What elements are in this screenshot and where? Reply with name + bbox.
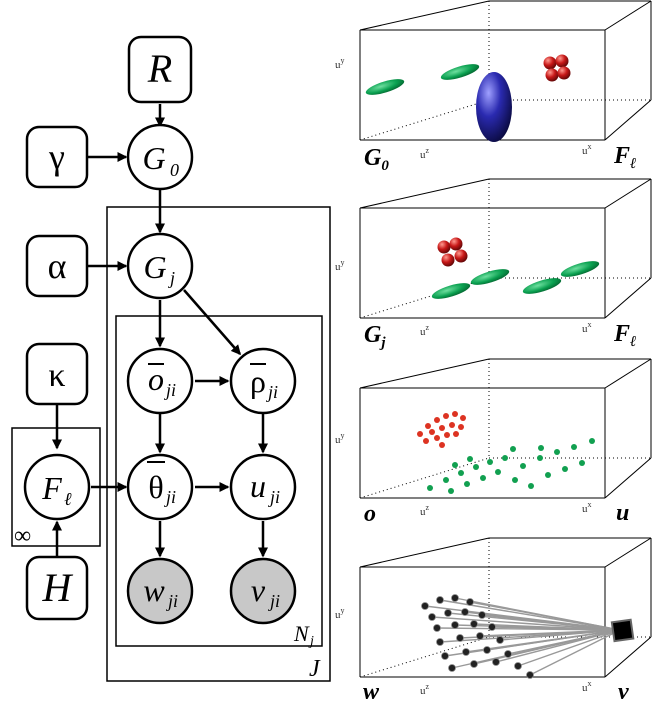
node-w-circle [126, 557, 194, 625]
green-ellipse [560, 261, 600, 277]
node-u-label: u [250, 468, 266, 504]
edges [52, 104, 268, 558]
red-sphere [449, 237, 463, 251]
node-G0-label: G [142, 140, 165, 176]
panel-3-axis-x: ux [582, 500, 592, 515]
plate-J [106, 206, 331, 682]
panel-3-corner-right: u [616, 500, 629, 526]
node-o-sub: ji [164, 380, 176, 400]
panel-3-corner-left: o [364, 501, 376, 527]
panel-2-axis-x: ux [582, 320, 592, 335]
blue-ellipsoid [476, 72, 512, 142]
node-R-label: R [147, 46, 172, 91]
panel-1-corner-right: Fℓ [613, 143, 636, 172]
node-gamma-label: γ [48, 137, 65, 177]
panel-4-axis-x: ux [582, 679, 592, 694]
red-sphere [454, 249, 468, 263]
panel-3-box [359, 358, 652, 499]
node-rho-sub: ji [266, 382, 278, 402]
panel-1: uy uz ux G0 Fℓ [335, 0, 652, 174]
node-v-sub: ji [268, 591, 280, 611]
panel-2-axis-y: uy [335, 258, 345, 273]
node-o-circle [126, 347, 194, 415]
node-theta-circle [126, 453, 194, 521]
green-ellipse [431, 283, 471, 299]
node-kappa-label: κ [48, 357, 65, 394]
graphical-model: R γ α κ H G 0 G j o ji ρ ji F ℓ θ ji u j… [11, 35, 331, 682]
camera-icon [610, 618, 635, 643]
node-w-sub: ji [166, 591, 178, 611]
red-sphere [437, 240, 451, 254]
node-kappa-box [25, 342, 89, 406]
node-G0-circle [126, 123, 194, 191]
red-sphere [557, 66, 571, 80]
node-u-sub: ji [268, 487, 280, 507]
panel-4-corner-right: v [618, 679, 629, 705]
node-F-label: F [41, 470, 62, 506]
node-v-circle [229, 557, 297, 625]
panel-4: uy uz ux w v [335, 537, 652, 705]
node-theta-label: θ [148, 469, 163, 505]
panel-2: uy uz ux Gj Fℓ [335, 178, 652, 351]
node-Gj-sub: j [168, 268, 175, 288]
plate-J-label: J [309, 656, 321, 682]
node-alpha-box [25, 234, 89, 298]
panel-4-axis-y: uy [335, 606, 345, 621]
panel-4-axis-z: uz [420, 682, 430, 697]
node-rho-circle [229, 347, 297, 415]
red-sphere [441, 253, 455, 267]
node-theta-sub: ji [164, 487, 176, 507]
node-G0-sub: 0 [170, 160, 179, 180]
node-F-circle [23, 453, 91, 521]
green-ellipse [470, 269, 510, 285]
panel-4-corner-left: w [363, 679, 380, 705]
plate-infinity-label: ∞ [14, 523, 31, 549]
panel-3: uy uz ux o u [335, 358, 652, 527]
node-F-sub: ℓ [64, 489, 72, 509]
observed-points [421, 594, 534, 679]
panel-2-axis-z: uz [420, 323, 430, 338]
panel-1-axis-y: uy [335, 56, 345, 71]
panel-2-corner-right: Fℓ [613, 321, 636, 350]
green-ellipse [522, 278, 562, 294]
node-rho-label: ρ [250, 363, 266, 399]
node-R-box [127, 35, 193, 104]
red-sphere [545, 68, 559, 82]
node-v-label: v [251, 572, 266, 608]
node-gamma-box [25, 125, 89, 189]
green-ellipse [440, 64, 480, 80]
panel-1-box [359, 0, 652, 141]
plate-Nj-sub: j [308, 634, 314, 649]
panel-1-axis-z: uz [420, 146, 430, 161]
node-Gj-label: G [143, 249, 166, 285]
panel-3-axis-z: uz [420, 503, 430, 518]
panel-1-corner-left: G0 [364, 145, 389, 174]
edge-Gj-rho [183, 289, 241, 356]
plate-Nj [115, 315, 323, 647]
node-H-box [25, 555, 89, 621]
plate-Nj-label: N [293, 621, 310, 646]
camera-rays [424, 597, 621, 676]
red-sphere [543, 56, 557, 70]
node-Gj-circle [126, 232, 194, 300]
panel-1-axis-x: ux [582, 142, 592, 157]
red-point-cloud [417, 411, 466, 448]
red-sphere [555, 54, 569, 68]
green-ellipse [365, 79, 405, 95]
node-o-label: o [148, 361, 164, 397]
panel-3-axis-y: uy [335, 431, 345, 446]
panel-2-box [359, 178, 652, 319]
panel-2-corner-left: Gj [364, 322, 386, 351]
node-H-label: H [42, 565, 74, 610]
node-alpha-label: α [48, 246, 67, 286]
node-u-circle [229, 453, 297, 521]
node-w-label: w [143, 572, 165, 608]
green-point-cloud [427, 438, 595, 494]
